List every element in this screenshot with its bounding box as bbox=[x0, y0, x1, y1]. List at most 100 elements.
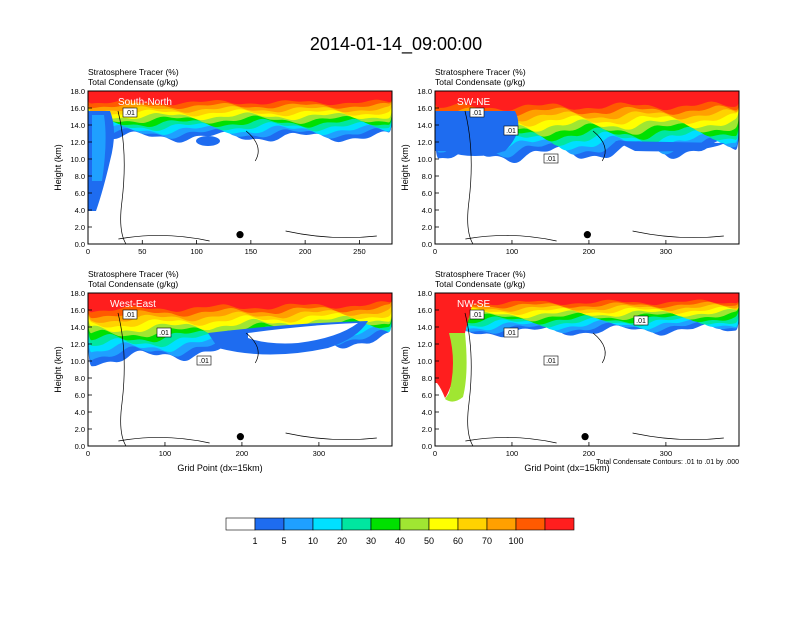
y-tick-label: 8.0 bbox=[422, 172, 432, 181]
colorbar-label: 60 bbox=[453, 536, 463, 546]
x-tick-label: 150 bbox=[245, 247, 258, 256]
x-tick-label: 50 bbox=[138, 247, 146, 256]
x-tick-label: 300 bbox=[660, 247, 673, 256]
panel-2: .01 .01 .01 SW-NE 0.0 2.0 4.0 6.0 8.0 10.0 12.0 14.… bbox=[400, 67, 740, 256]
panels: .01 South-North 0.0 2.0 4.0 6.0 8.0 10.0 12.0 14.… bbox=[53, 67, 740, 473]
x-tick-label: 250 bbox=[353, 247, 366, 256]
y-tick-label: 8.0 bbox=[75, 374, 85, 383]
x-tick-label: 100 bbox=[159, 449, 172, 458]
colorbar-label: 1 bbox=[252, 536, 257, 546]
y-tick-label: 0.0 bbox=[75, 240, 85, 249]
panel-fill bbox=[435, 293, 739, 446]
y-tick-label: 14.0 bbox=[417, 323, 432, 332]
colorbar-swatch bbox=[341, 517, 372, 531]
panel-frame bbox=[434, 90, 740, 245]
tracer-layer bbox=[435, 91, 739, 111]
panel-label: SW-NE bbox=[457, 97, 490, 108]
panel-header-tracer: Stratosphere Tracer (%) bbox=[88, 67, 179, 77]
y-tick-label: 10.0 bbox=[417, 155, 432, 164]
panel-header-tracer: Stratosphere Tracer (%) bbox=[88, 269, 179, 279]
condensate-contour bbox=[465, 437, 557, 444]
y-tick-label: 6.0 bbox=[422, 391, 432, 400]
panel-3: .01 .01 .01 West-East 0.0 2.0 4.0 6.0 8.0 10.0 12.… bbox=[53, 269, 393, 473]
y-tick-label: 12.0 bbox=[417, 340, 432, 349]
panel-label: NW-SE bbox=[457, 299, 490, 310]
contour-label-box bbox=[469, 309, 485, 320]
y-tick-label: 8.0 bbox=[422, 374, 432, 383]
colorbar-swatch bbox=[515, 517, 546, 531]
contour-label: .01 bbox=[546, 358, 556, 365]
contour-label-box bbox=[156, 327, 172, 338]
contour-note: Total Condensate Contours: .01 to .01 by… bbox=[596, 459, 739, 466]
y-tick-label: 2.0 bbox=[75, 425, 85, 434]
y-axis-label: Height (km) bbox=[400, 346, 410, 393]
colorbar: 1 5 10 20 30 40 50 60 70 100 bbox=[225, 517, 575, 546]
y-tick-label: 4.0 bbox=[422, 408, 432, 417]
condensate-contour bbox=[285, 230, 377, 238]
colorbar-swatch bbox=[486, 517, 517, 531]
condensate-contour bbox=[464, 110, 474, 244]
colorbar-swatch bbox=[457, 517, 488, 531]
y-tick-label: 14.0 bbox=[70, 323, 85, 332]
condensate-contour bbox=[632, 230, 724, 238]
y-tick-label: 12.0 bbox=[70, 138, 85, 147]
condensate-contour bbox=[117, 110, 127, 244]
colorbar-label: 5 bbox=[281, 536, 286, 546]
contour-label-box bbox=[196, 355, 212, 366]
y-axis-label: Height (km) bbox=[53, 346, 63, 393]
y-tick-label: 12.0 bbox=[70, 340, 85, 349]
colorbar-swatch bbox=[428, 517, 459, 531]
panel-label: West-East bbox=[110, 299, 156, 310]
y-tick-label: 16.0 bbox=[70, 104, 85, 113]
y-tick-label: 10.0 bbox=[70, 155, 85, 164]
colorbar-label: 10 bbox=[308, 536, 318, 546]
y-tick-label: 16.0 bbox=[70, 306, 85, 315]
y-tick-label: 6.0 bbox=[75, 189, 85, 198]
y-tick-label: 4.0 bbox=[75, 206, 85, 215]
tracer-layer bbox=[88, 91, 392, 106]
y-tick-label: 14.0 bbox=[70, 121, 85, 130]
contour-label: .01 bbox=[546, 156, 556, 163]
y-tick-label: 18.0 bbox=[70, 289, 85, 298]
y-tick-label: 16.0 bbox=[417, 104, 432, 113]
colorbar-swatch bbox=[283, 517, 314, 531]
x-tick-label: 0 bbox=[433, 449, 437, 458]
panel-fill bbox=[435, 91, 739, 244]
x-tick-label: 0 bbox=[86, 247, 90, 256]
x-tick-label: 300 bbox=[660, 449, 673, 458]
tracer-blob bbox=[196, 136, 220, 146]
y-tick-label: 4.0 bbox=[75, 408, 85, 417]
panel-header-tracer: Stratosphere Tracer (%) bbox=[435, 269, 526, 279]
x-tick-label: 0 bbox=[86, 449, 90, 458]
condensate-contour bbox=[245, 332, 259, 364]
panel-label: South-North bbox=[118, 97, 172, 108]
condensate-contour bbox=[245, 130, 259, 162]
y-tick-label: 4.0 bbox=[422, 206, 432, 215]
colorbar-label: 70 bbox=[482, 536, 492, 546]
colorbar-swatch bbox=[399, 517, 430, 531]
panel-1: .01 South-North 0.0 2.0 4.0 6.0 8.0 10.0 12.0 14.… bbox=[53, 67, 393, 256]
x-tick-label: 0 bbox=[433, 247, 437, 256]
panel-header-condensate: Total Condensate (g/kg) bbox=[435, 77, 525, 87]
y-tick-label: 12.0 bbox=[417, 138, 432, 147]
panel-header-tracer: Stratosphere Tracer (%) bbox=[435, 67, 526, 77]
condensate-contour bbox=[465, 235, 557, 242]
contour-label-box bbox=[469, 107, 485, 118]
y-tick-label: 6.0 bbox=[422, 189, 432, 198]
tracer-blob bbox=[435, 111, 519, 156]
panel-header-condensate: Total Condensate (g/kg) bbox=[88, 279, 178, 289]
y-axis-label: Height (km) bbox=[400, 144, 410, 191]
tracer-layer bbox=[435, 293, 739, 306]
location-marker bbox=[236, 231, 244, 239]
contour-label-box bbox=[543, 153, 559, 164]
x-tick-label: 100 bbox=[506, 247, 519, 256]
y-tick-label: 2.0 bbox=[422, 223, 432, 232]
y-tick-label: 18.0 bbox=[70, 87, 85, 96]
panel-frame bbox=[434, 292, 740, 447]
y-tick-label: 16.0 bbox=[417, 306, 432, 315]
panel-fill bbox=[88, 293, 392, 446]
colorbar-label: 100 bbox=[508, 536, 523, 546]
contour-label: .01 bbox=[636, 318, 646, 325]
y-tick-label: 2.0 bbox=[422, 425, 432, 434]
